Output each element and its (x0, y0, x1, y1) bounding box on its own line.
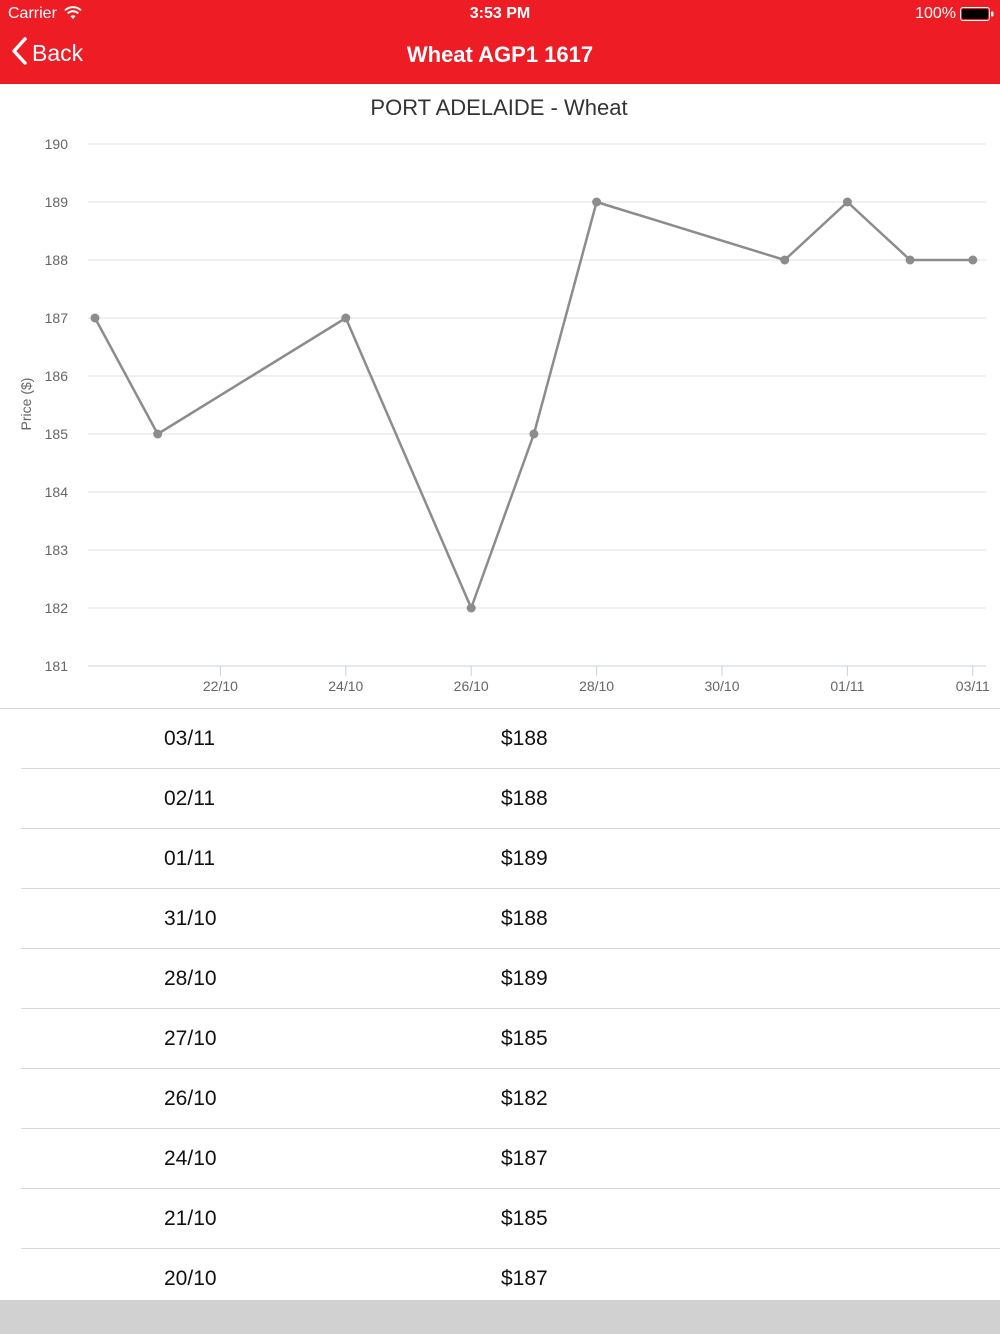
y-axis-label: Price ($) (18, 378, 34, 431)
series-line (93, 200, 973, 610)
data-point[interactable] (592, 197, 602, 207)
data-point[interactable] (529, 429, 539, 439)
row-date: 24/10 (164, 1147, 217, 1170)
data-point[interactable] (90, 313, 100, 323)
row-price: $185 (501, 1207, 548, 1230)
row-date: 31/10 (164, 907, 217, 930)
row-date: 26/10 (164, 1087, 217, 1110)
row-date: 20/10 (164, 1267, 217, 1290)
wifi-icon (64, 6, 82, 25)
x-tick-label: 30/10 (704, 678, 739, 694)
row-price: $188 (501, 787, 548, 810)
row-price: $185 (501, 1027, 548, 1050)
table-row[interactable]: 21/10 $185 (21, 1188, 1000, 1248)
row-price: $189 (501, 847, 548, 870)
table-row[interactable]: 26/10 $182 (21, 1068, 1000, 1128)
carrier-label: Carrier (8, 5, 57, 22)
x-tick-label: 03/11 (956, 678, 990, 694)
x-tick-label: 24/10 (328, 678, 363, 694)
row-date: 27/10 (164, 1027, 217, 1050)
table-row[interactable]: 20/10 $187 (21, 1248, 1000, 1308)
y-tick-label: 185 (45, 426, 69, 442)
y-axis-ticks: 190 189 188 187 186 185 184 183 182 181 (45, 136, 69, 674)
row-price: $188 (501, 907, 548, 930)
y-tick-label: 182 (45, 600, 69, 616)
y-tick-label: 186 (45, 368, 69, 384)
battery-icon (960, 7, 994, 26)
row-price: $189 (501, 967, 548, 990)
y-tick-label: 188 (45, 252, 69, 268)
y-tick-label: 189 (45, 194, 69, 210)
table-row[interactable]: 28/10 $189 (21, 948, 1000, 1008)
series-price (90, 197, 978, 613)
row-date: 28/10 (164, 967, 217, 990)
data-point[interactable] (968, 255, 978, 265)
y-tick-label: 183 (45, 542, 69, 558)
status-bar: Carrier 3:53 PM 100% (0, 0, 1000, 28)
y-tick-label: 181 (45, 658, 69, 674)
data-point[interactable] (153, 429, 163, 439)
price-chart-svg: PORT ADELAIDE - Wheat Price ($) 190 189 18… (18, 95, 990, 694)
row-price: $187 (501, 1267, 548, 1290)
x-tick-label: 22/10 (203, 678, 238, 694)
data-point[interactable] (905, 255, 915, 265)
data-point[interactable] (466, 603, 476, 613)
back-button[interactable]: Back (10, 36, 83, 70)
row-price: $182 (501, 1087, 548, 1110)
battery-percentage: 100% (915, 5, 956, 22)
row-date: 03/11 (164, 727, 215, 750)
x-tick-label: 28/10 (579, 678, 614, 694)
y-tick-label: 184 (45, 484, 69, 500)
table-row[interactable]: 02/11 $188 (21, 768, 1000, 828)
data-point[interactable] (341, 313, 351, 323)
table-row[interactable]: 03/11 $188 (0, 708, 1000, 768)
row-date: 01/11 (164, 847, 215, 870)
table-row[interactable]: 27/10 $185 (21, 1008, 1000, 1068)
navigation-bar: Carrier 3:53 PM 100% (0, 0, 1000, 84)
table-row[interactable]: 31/10 $188 (21, 888, 1000, 948)
grid-lines (88, 143, 986, 667)
back-label: Back (32, 39, 84, 66)
x-tick-label: 26/10 (454, 678, 489, 694)
row-date: 02/11 (164, 787, 215, 810)
row-price: $187 (501, 1147, 548, 1170)
status-time: 3:53 PM (469, 5, 531, 22)
chart-title: PORT ADELAIDE - Wheat (370, 95, 627, 120)
price-table: 03/11 $188 02/11 $188 01/11 $189 31/10 $188 28/1… (0, 708, 1000, 1308)
data-point[interactable] (780, 255, 790, 265)
bottom-toolbar (0, 1300, 1000, 1334)
row-price: $188 (501, 727, 548, 750)
price-chart: PORT ADELAIDE - Wheat Price ($) 190 189 18… (0, 84, 1000, 708)
table-row[interactable]: 01/11 $189 (21, 828, 1000, 888)
data-point[interactable] (842, 197, 852, 207)
page-title: Wheat AGP1 1617 (406, 42, 594, 67)
table-row[interactable]: 24/10 $187 (21, 1128, 1000, 1188)
y-tick-label: 190 (45, 136, 69, 152)
y-tick-label: 187 (45, 310, 69, 326)
row-date: 21/10 (164, 1207, 217, 1230)
chevron-left-icon (10, 36, 28, 71)
x-axis-ticks: 22/10 24/10 26/10 28/10 30/10 01/11 03/11 (203, 666, 990, 694)
x-tick-label: 01/11 (830, 678, 864, 694)
